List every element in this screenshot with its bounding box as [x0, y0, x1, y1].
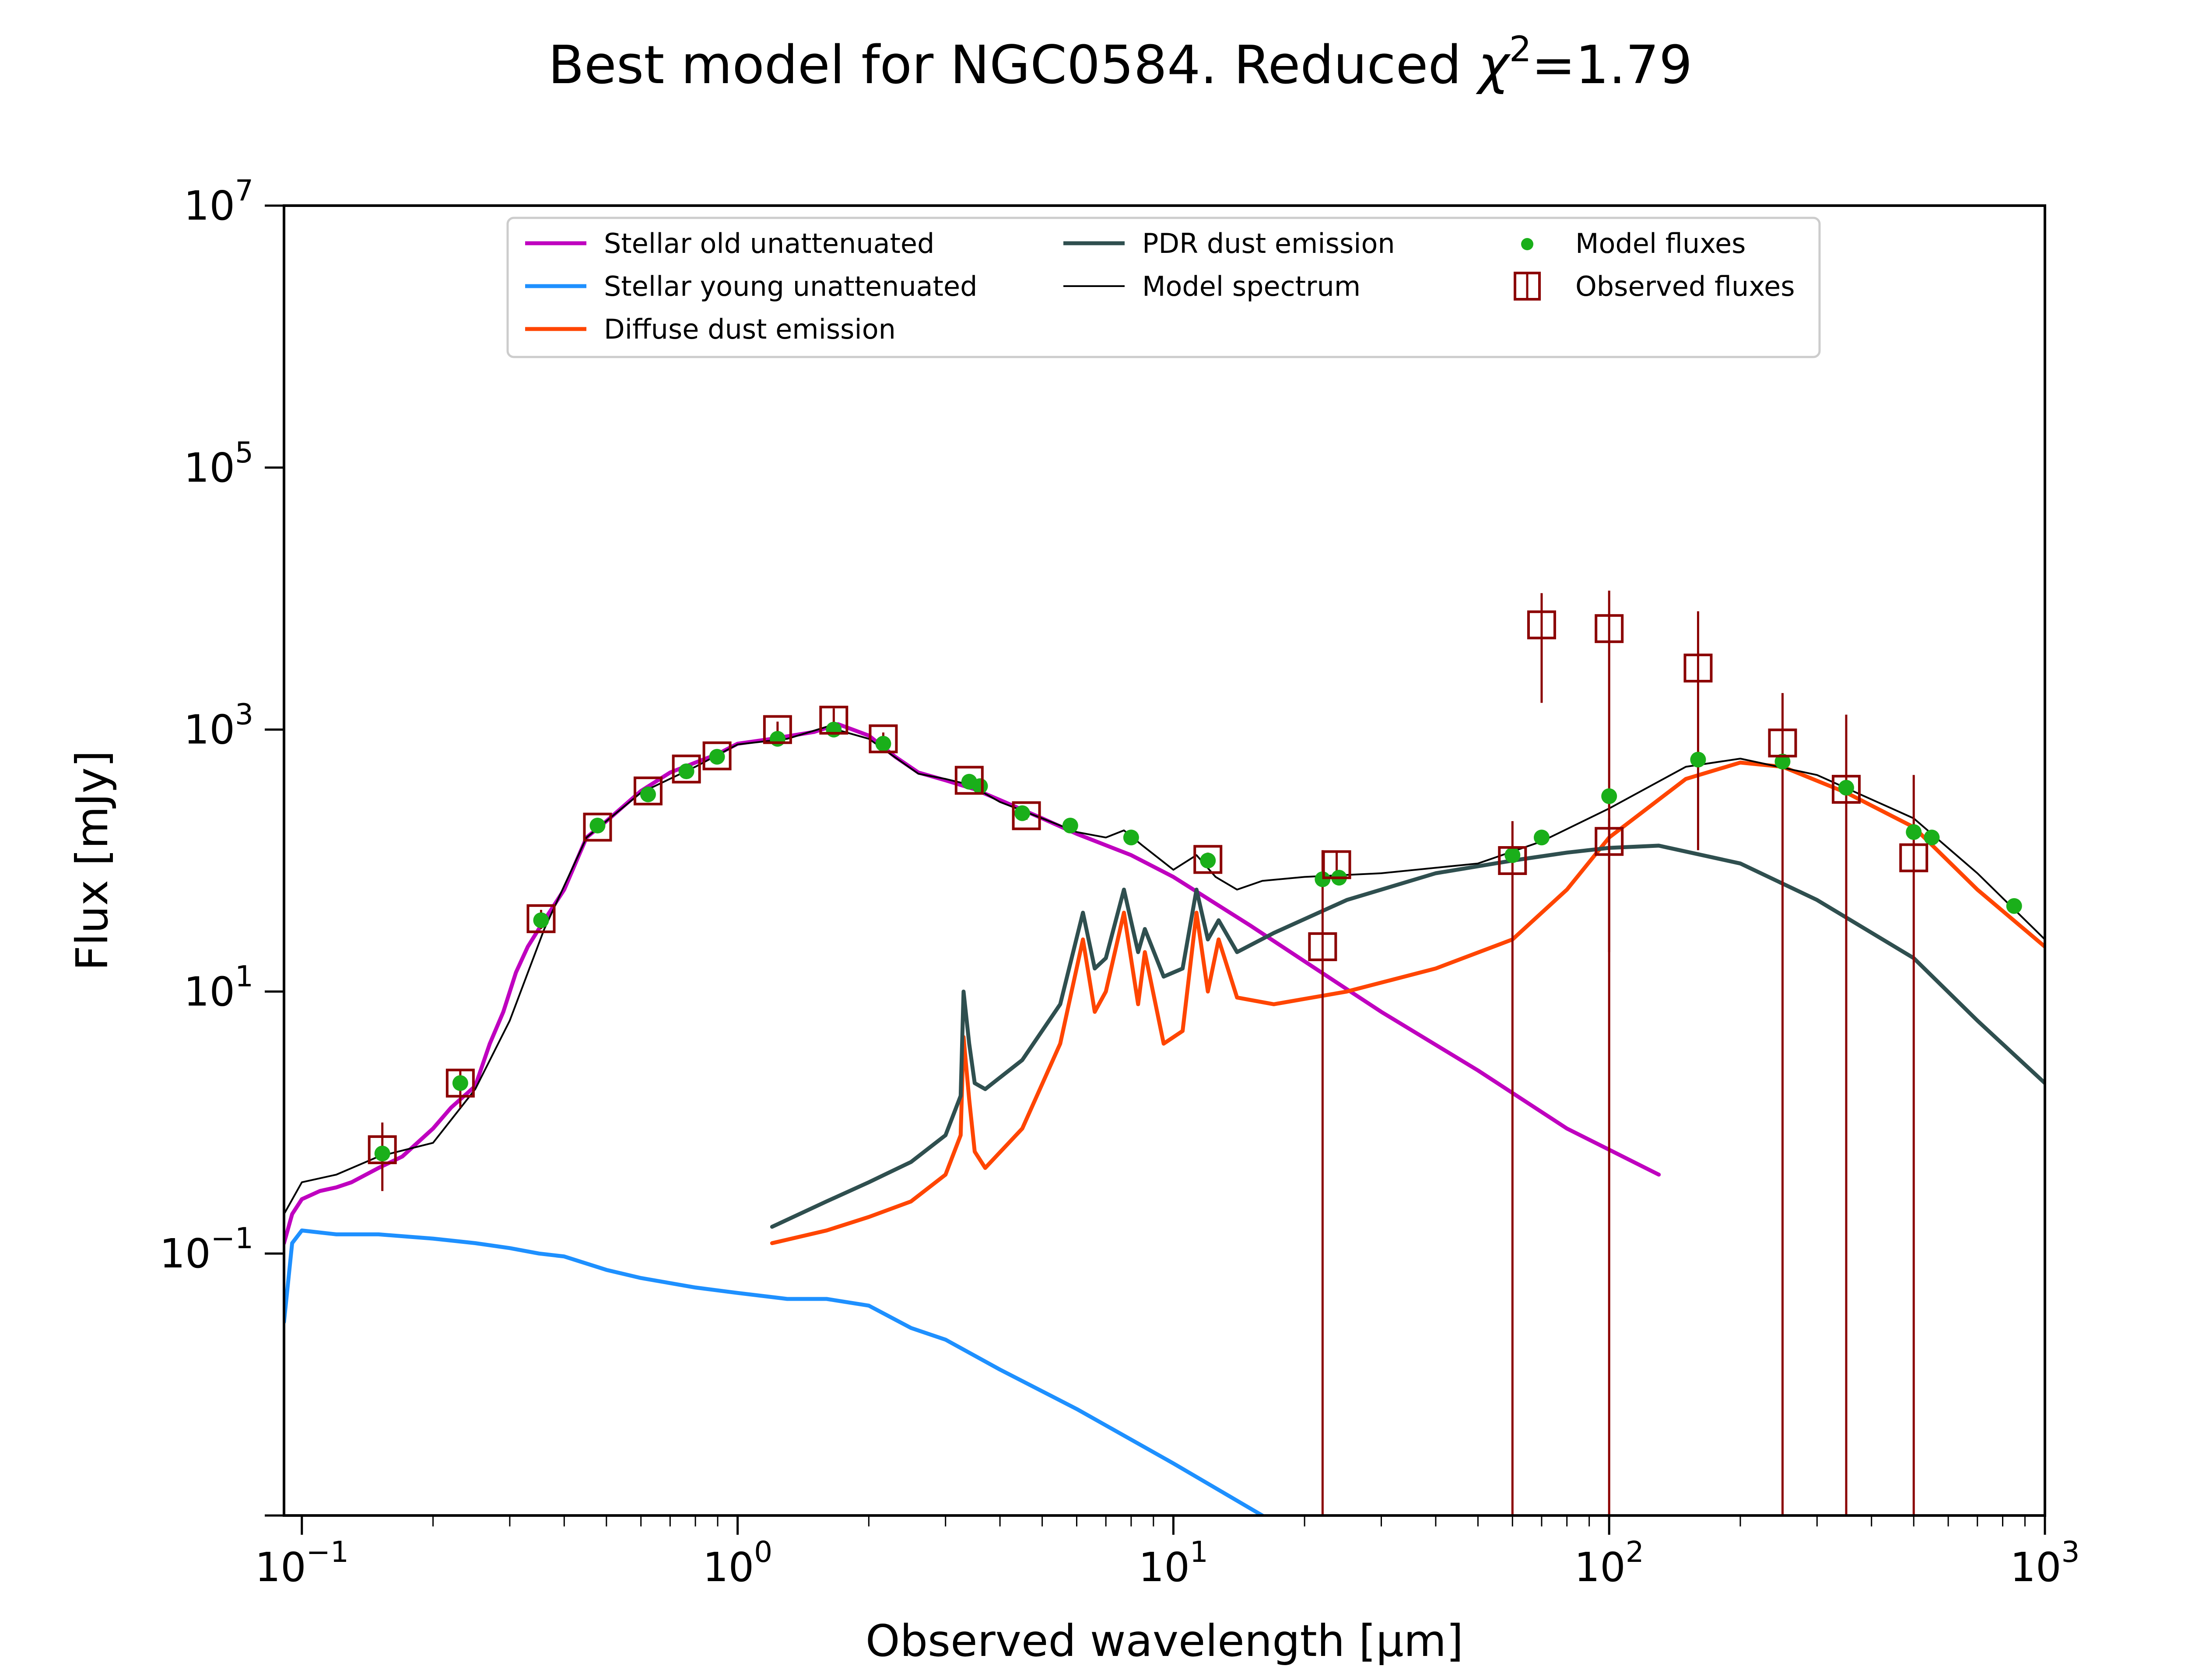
observed-flux-point	[583, 812, 612, 842]
model-flux-point	[1533, 830, 1550, 846]
legend-label: PDR dust emission	[1142, 228, 1395, 259]
observed-flux-point	[702, 741, 732, 770]
legend-item-stellar-old-unattenuated: Stellar old unattenuated	[525, 228, 934, 259]
x-tick-label: 101	[1139, 1535, 1208, 1591]
x-tick-label: 10−1	[255, 1535, 349, 1591]
model-flux-point	[1123, 830, 1139, 846]
model-flux-point	[826, 721, 842, 738]
legend-item-observed-fluxes: Observed fluxes	[1514, 270, 1795, 302]
y-tick-label: 107	[184, 174, 253, 229]
y-tick-label: 101	[184, 959, 253, 1015]
observed-flux-point	[869, 724, 898, 753]
observed-flux-point	[1683, 653, 1713, 682]
model-flux-point	[875, 735, 891, 752]
x-tick-label: 102	[1574, 1535, 1644, 1591]
legend-label: Stellar old unattenuated	[604, 228, 934, 259]
marker-layer	[368, 610, 2022, 1164]
x-tick-label: 103	[2010, 1535, 2079, 1591]
model-flux-point	[1906, 824, 1922, 840]
legend-label: Model fluxes	[1575, 228, 1746, 259]
observed-flux-point	[633, 776, 663, 805]
observed-flux-point	[954, 766, 984, 795]
legend-swatch	[1521, 238, 1533, 250]
observed-flux-point	[1527, 610, 1556, 640]
legend-item-model-fluxes: Model fluxes	[1521, 228, 1746, 259]
observed-flux-point	[1595, 614, 1624, 643]
observed-flux-point	[1899, 843, 1929, 872]
legend: Stellar old unattenuated Stellar young un…	[506, 217, 1821, 358]
legend-item-stellar-young-unattenuated: Stellar young unattenuated	[525, 270, 977, 302]
y-tick-label: 105	[184, 436, 253, 491]
observed-flux-point	[763, 715, 792, 744]
legend-label: Model spectrum	[1142, 270, 1360, 302]
observed-flux-point	[1595, 827, 1624, 856]
y-axis-label: Flux [mJy]	[67, 750, 118, 971]
series-line-stellar-old-unattenuated	[284, 722, 1661, 1245]
series-line-pdr-dust-emission	[770, 844, 2045, 1229]
model-flux-point	[1924, 830, 1940, 846]
legend-item-diffuse-dust-emission: Diffuse dust emission	[525, 313, 896, 345]
series-layer	[284, 722, 2045, 1516]
x-axis: 10−1 100 101 102 103	[255, 1516, 2080, 1591]
model-flux-point	[2006, 898, 2022, 914]
y-axis: 10−1 101 103 105 107	[160, 174, 284, 1517]
model-flux-point	[1315, 871, 1331, 887]
model-flux-point	[709, 749, 725, 765]
model-flux-point	[374, 1145, 390, 1162]
legend-label: Observed fluxes	[1575, 270, 1795, 302]
legend-box	[506, 217, 1821, 358]
observed-flux-point	[1768, 728, 1797, 758]
model-flux-point	[678, 763, 694, 780]
observed-flux-point	[368, 1135, 397, 1164]
model-flux-point	[972, 778, 988, 794]
model-flux-point	[1774, 753, 1791, 770]
model-flux-point	[769, 731, 785, 747]
model-flux-point	[589, 818, 606, 834]
plot-frame	[283, 204, 2046, 1517]
legend-item-model-spectrum: Model spectrum	[1063, 270, 1360, 302]
legend-item-pdr-dust-emission: PDR dust emission	[1063, 228, 1395, 259]
observed-flux-point	[672, 754, 701, 784]
chart-title: Best model for NGC0584. Reduced χ2=1.79	[548, 29, 1693, 96]
x-axis-label: Observed wavelength [μm]	[866, 1615, 1463, 1666]
observed-flux-point	[1193, 845, 1223, 874]
observed-flux-point	[1308, 932, 1337, 961]
model-flux-point	[1200, 853, 1216, 868]
observed-flux-point	[1498, 846, 1527, 875]
series-line-stellar-young-unattenuated	[284, 1228, 1265, 1516]
x-tick-label: 100	[703, 1535, 772, 1591]
observed-flux-point	[445, 1068, 475, 1098]
observed-flux-point	[1012, 801, 1041, 830]
model-flux-point	[452, 1075, 468, 1091]
model-flux-point	[1062, 818, 1078, 834]
model-flux-point	[1838, 780, 1854, 796]
model-flux-point	[1690, 752, 1706, 768]
model-flux-point	[533, 912, 549, 928]
observed-flux-point	[1322, 850, 1351, 879]
legend-label: Stellar young unattenuated	[604, 270, 977, 302]
series-line-model-spectrum	[284, 726, 2045, 1215]
model-flux-point	[1014, 805, 1031, 821]
legend-label: Diffuse dust emission	[604, 313, 896, 345]
model-flux-point	[1504, 847, 1521, 863]
observed-flux-point	[1831, 775, 1861, 804]
y-tick-label: 10−1	[160, 1222, 253, 1277]
y-tick-label: 103	[184, 698, 253, 753]
model-flux-point	[1601, 788, 1617, 804]
observed-flux-point	[819, 706, 849, 735]
model-flux-point	[640, 786, 656, 802]
observed-flux-point	[526, 904, 556, 933]
